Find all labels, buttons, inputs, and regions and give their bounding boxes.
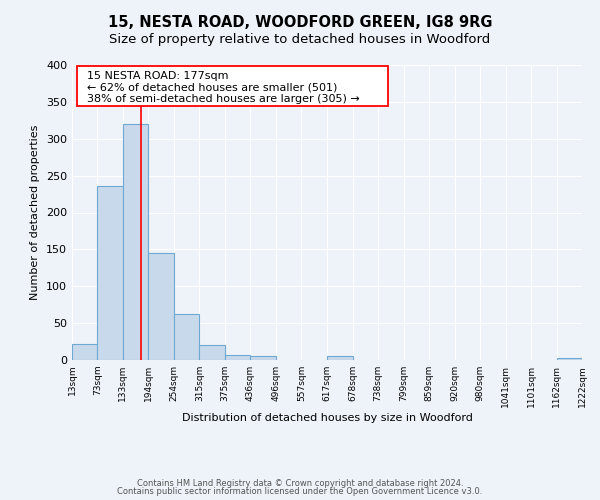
Bar <box>199 344 225 360</box>
Text: Size of property relative to detached houses in Woodford: Size of property relative to detached ho… <box>109 32 491 46</box>
Bar <box>173 314 199 360</box>
FancyBboxPatch shape <box>77 66 388 106</box>
Bar <box>327 356 353 360</box>
Text: 15, NESTA ROAD, WOODFORD GREEN, IG8 9RG: 15, NESTA ROAD, WOODFORD GREEN, IG8 9RG <box>108 15 492 30</box>
Bar <box>250 356 276 360</box>
Y-axis label: Number of detached properties: Number of detached properties <box>31 125 40 300</box>
Bar <box>225 355 250 360</box>
Bar <box>97 186 122 360</box>
Bar <box>148 253 173 360</box>
Bar <box>557 358 582 360</box>
Text: Contains HM Land Registry data © Crown copyright and database right 2024.: Contains HM Land Registry data © Crown c… <box>137 478 463 488</box>
Bar <box>72 344 97 360</box>
X-axis label: Distribution of detached houses by size in Woodford: Distribution of detached houses by size … <box>182 412 472 422</box>
Text: 15 NESTA ROAD: 177sqm: 15 NESTA ROAD: 177sqm <box>88 71 229 81</box>
Bar <box>122 124 148 360</box>
Text: Contains public sector information licensed under the Open Government Licence v3: Contains public sector information licen… <box>118 487 482 496</box>
Text: ← 62% of detached houses are smaller (501): ← 62% of detached houses are smaller (50… <box>88 82 338 92</box>
Text: 38% of semi-detached houses are larger (305) →: 38% of semi-detached houses are larger (… <box>88 94 360 104</box>
